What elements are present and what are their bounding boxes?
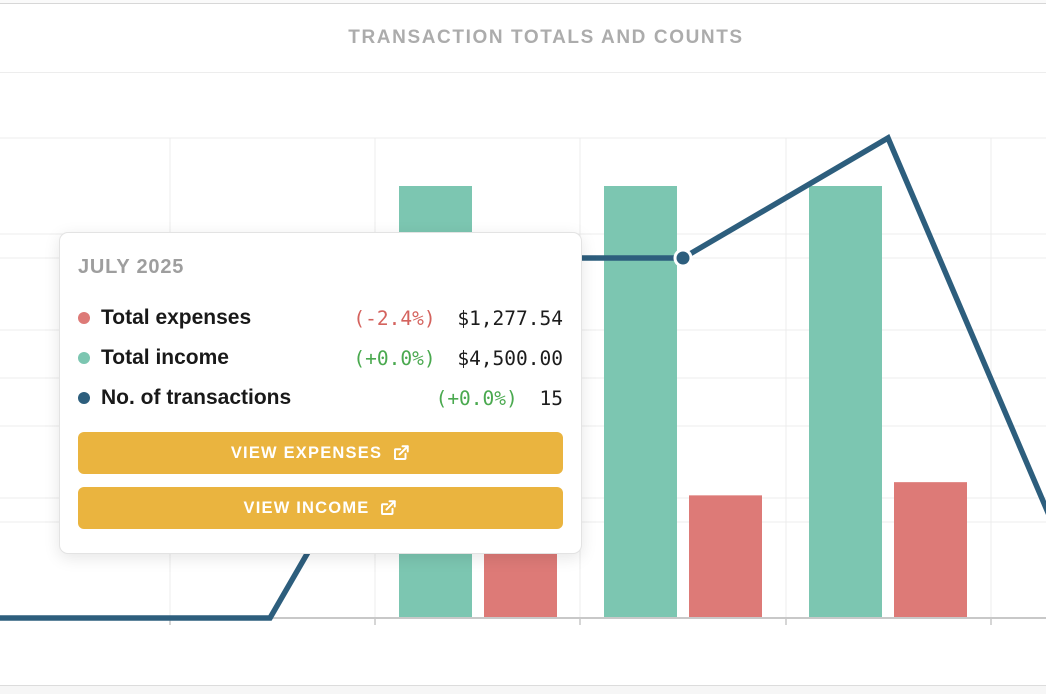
income-value: $4,500.00 [457,346,563,370]
view-expenses-label: VIEW EXPENSES [230,443,383,462]
external-link-icon [381,500,397,515]
transactions-label: No. of transactions [101,386,292,409]
tooltip-rows: Total expenses (-2.4%) $1,277.54 Total i… [78,298,563,418]
transactions-change-percent: (+0.0%) [435,386,518,410]
income-bar[interactable] [604,186,677,618]
expenses-value: $1,277.54 [457,306,563,330]
view-income-label: VIEW INCOME [243,498,370,517]
expenses-dot-icon [78,312,90,324]
external-link-icon [394,445,409,460]
tooltip-row-transactions: No. of transactions (+0.0%) 15 [78,378,563,418]
tooltip-row-income: Total income (+0.0%) $4,500.00 [78,338,563,378]
income-label: Total income [101,346,229,369]
income-bar[interactable] [809,186,882,618]
card-header: TRANSACTION TOTALS AND COUNTS [0,4,1046,73]
tooltip-row-expenses: Total expenses (-2.4%) $1,277.54 [78,298,563,338]
income-dot-icon [78,352,90,364]
tooltip-title: JULY 2025 [78,256,185,278]
income-change-percent: (+0.0%) [353,346,436,370]
chart-title: TRANSACTION TOTALS AND COUNTS [348,27,744,48]
expenses-label: Total expenses [101,306,252,329]
view-income-button[interactable]: VIEW INCOME [78,487,563,529]
expenses-change-percent: (-2.4%) [353,306,436,330]
hovered-point-marker[interactable] [673,248,693,268]
page-top-strip [0,0,1046,4]
expense-bar[interactable] [689,495,762,618]
transactions-dot-icon [78,392,90,404]
chart-tooltip: JULY 2025 Total expenses (-2.4%) $1,277.… [59,232,582,554]
expense-bar[interactable] [894,482,967,618]
view-expenses-button[interactable]: VIEW EXPENSES [78,432,563,474]
page-bottom-strip [0,685,1046,694]
transactions-value: 15 [539,386,563,410]
